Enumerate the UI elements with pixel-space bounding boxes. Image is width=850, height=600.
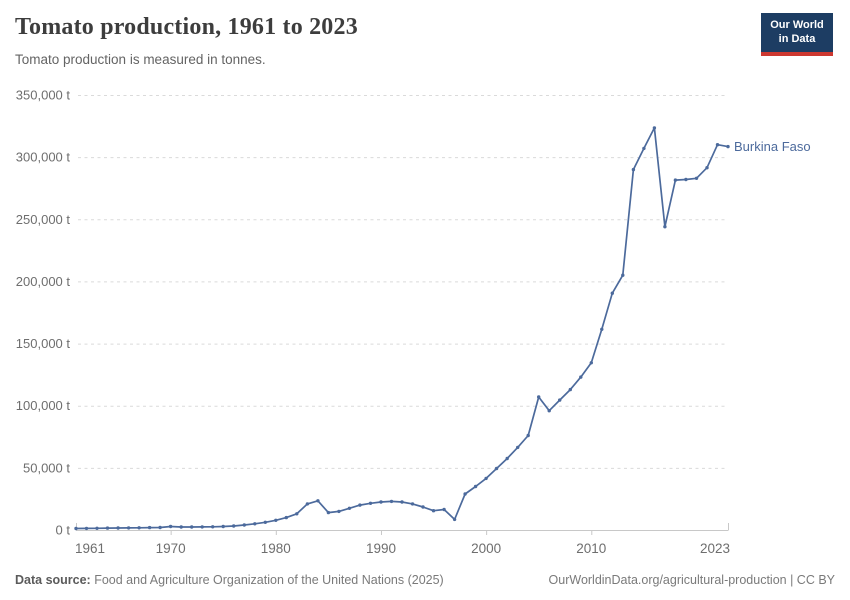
x-tick-label: 1990 xyxy=(366,541,396,556)
y-tick-label: 350,000 t xyxy=(16,88,71,103)
data-point-marker[interactable] xyxy=(452,517,457,522)
footer-citation-link[interactable]: OurWorldinData.org/agricultural-producti… xyxy=(548,573,835,587)
x-tick-label: 1961 xyxy=(75,541,105,556)
data-point-marker[interactable] xyxy=(389,499,394,504)
x-tick-label: 1980 xyxy=(261,541,291,556)
data-point-marker[interactable] xyxy=(410,502,415,506)
data-point-marker[interactable] xyxy=(610,291,614,295)
data-point-marker[interactable] xyxy=(421,505,425,509)
owid-logo[interactable]: Our World in Data xyxy=(761,13,833,56)
x-tick-label: 1970 xyxy=(156,541,186,556)
data-point-marker[interactable] xyxy=(589,361,593,365)
y-tick-label: 0 t xyxy=(56,523,71,538)
chart-footer: Data source: Food and Agriculture Organi… xyxy=(15,573,835,587)
data-point-marker[interactable] xyxy=(537,395,541,399)
data-point-marker[interactable] xyxy=(705,166,709,170)
data-point-marker[interactable] xyxy=(642,146,646,151)
data-source-note: Data source: Food and Agriculture Organi… xyxy=(15,573,444,587)
data-point-marker[interactable] xyxy=(431,509,436,513)
x-tick-label: 2010 xyxy=(576,541,606,556)
data-point-marker[interactable] xyxy=(126,526,131,530)
data-point-marker[interactable] xyxy=(274,518,278,522)
data-point-marker[interactable] xyxy=(547,409,551,413)
data-source-text: Food and Agriculture Organization of the… xyxy=(90,573,444,587)
y-tick-label: 100,000 t xyxy=(16,398,71,413)
data-point-marker[interactable] xyxy=(526,433,530,438)
data-point-marker[interactable] xyxy=(137,526,141,530)
data-point-marker[interactable] xyxy=(116,526,120,530)
data-point-marker[interactable] xyxy=(494,466,499,471)
data-point-marker[interactable] xyxy=(147,525,152,530)
data-point-marker[interactable] xyxy=(253,522,257,526)
x-axis-labels: 1961 1970 1980 1990 2000 2010 2023 xyxy=(75,541,730,556)
data-point-marker[interactable] xyxy=(621,273,625,277)
data-point-marker[interactable] xyxy=(242,523,246,527)
owid-logo-line1: Our World xyxy=(770,19,824,31)
data-point-marker[interactable] xyxy=(379,500,383,504)
y-tick-label: 250,000 t xyxy=(16,212,71,227)
data-point-marker[interactable] xyxy=(263,520,267,524)
data-point-marker[interactable] xyxy=(694,176,699,180)
data-point-marker[interactable] xyxy=(516,445,520,450)
data-point-marker[interactable] xyxy=(579,375,583,379)
owid-logo-line2: in Data xyxy=(778,32,816,45)
data-point-marker[interactable] xyxy=(568,387,572,392)
data-point-marker[interactable] xyxy=(284,515,288,520)
data-point-marker[interactable] xyxy=(337,509,341,514)
data-point-marker[interactable] xyxy=(158,525,162,530)
chart-title: Tomato production, 1961 to 2023 xyxy=(15,14,358,40)
data-point-marker[interactable] xyxy=(726,144,730,149)
x-tick-label: 2000 xyxy=(471,541,501,556)
data-point-marker[interactable] xyxy=(484,476,488,481)
series-burkina-faso[interactable]: Burkina Faso xyxy=(74,126,811,531)
data-point-marker[interactable] xyxy=(684,177,688,182)
data-point-marker[interactable] xyxy=(179,525,183,529)
data-point-marker[interactable] xyxy=(358,503,362,507)
data-point-marker[interactable] xyxy=(74,526,78,531)
y-axis-labels: 0 t 50,000 t 100,000 t 150,000 t 200,000 t 25… xyxy=(16,88,71,538)
data-point-marker[interactable] xyxy=(168,524,173,529)
x-tick-label: 2023 xyxy=(700,541,730,556)
data-point-marker[interactable] xyxy=(221,524,225,529)
data-point-marker[interactable] xyxy=(631,167,636,172)
data-point-marker[interactable] xyxy=(95,526,99,530)
data-source-label: Data source: xyxy=(15,573,91,587)
data-point-marker[interactable] xyxy=(232,524,236,528)
data-point-marker[interactable] xyxy=(326,510,331,515)
data-point-marker[interactable] xyxy=(600,327,604,331)
series-end-label[interactable]: Burkina Faso xyxy=(734,139,811,154)
y-tick-label: 200,000 t xyxy=(16,274,71,289)
data-point-marker[interactable] xyxy=(84,526,89,531)
data-point-marker[interactable] xyxy=(190,525,194,529)
x-axis xyxy=(76,523,729,535)
data-point-marker[interactable] xyxy=(463,492,467,496)
y-tick-label: 300,000 t xyxy=(16,150,71,165)
y-tick-label: 50,000 t xyxy=(23,460,70,475)
data-point-marker[interactable] xyxy=(673,178,678,182)
y-tick-label: 150,000 t xyxy=(16,336,71,351)
data-point-marker[interactable] xyxy=(663,225,667,229)
data-point-marker[interactable] xyxy=(305,502,310,506)
data-point-marker[interactable] xyxy=(715,143,720,147)
data-point-marker[interactable] xyxy=(652,126,657,130)
data-point-marker[interactable] xyxy=(211,525,215,529)
data-point-marker[interactable] xyxy=(505,456,509,461)
data-point-marker[interactable] xyxy=(200,525,204,529)
data-point-marker[interactable] xyxy=(368,501,373,505)
series-line[interactable] xyxy=(75,127,729,530)
data-point-marker[interactable] xyxy=(105,526,110,530)
data-point-marker[interactable] xyxy=(316,499,320,503)
data-point-marker[interactable] xyxy=(442,507,446,512)
y-gridlines xyxy=(78,95,728,469)
data-point-marker[interactable] xyxy=(295,512,299,516)
data-point-marker[interactable] xyxy=(347,506,352,510)
chart-subtitle: Tomato production is measured in tonnes. xyxy=(15,52,266,67)
data-point-marker[interactable] xyxy=(558,398,562,402)
data-point-marker[interactable] xyxy=(400,500,404,504)
data-point-marker[interactable] xyxy=(473,484,478,489)
